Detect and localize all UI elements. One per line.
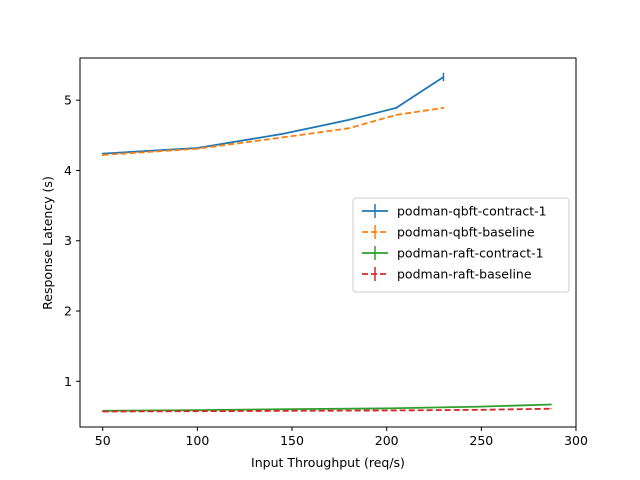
series-line xyxy=(102,76,444,155)
series-layer xyxy=(101,72,553,413)
x-tick-label: 50 xyxy=(95,433,111,448)
axes-layer: 50 100 150 200 250 300 1 2 3 4 5 xyxy=(64,57,588,448)
series-1 xyxy=(101,107,445,156)
x-tick-label: 300 xyxy=(564,433,588,448)
legend-label: podman-raft-contract-1 xyxy=(397,246,544,261)
series-line xyxy=(102,403,552,412)
series-line xyxy=(102,407,552,413)
y-tick-label: 4 xyxy=(64,163,72,178)
legend-label: podman-qbft-baseline xyxy=(397,225,535,240)
y-tick-label: 5 xyxy=(64,93,72,108)
legend-item: podman-raft-contract-1 xyxy=(362,246,544,261)
legend-label: podman-qbft-contract-1 xyxy=(397,204,547,219)
axes-frame xyxy=(79,57,577,428)
legend-item: podman-qbft-contract-1 xyxy=(362,204,547,219)
x-tick-label: 250 xyxy=(469,433,493,448)
y-tick-label: 2 xyxy=(64,304,72,319)
series-3 xyxy=(101,407,553,413)
legend: podman-qbft-contract-1 podman-qbft-baseli… xyxy=(352,197,570,293)
legend-box xyxy=(352,197,570,293)
y-tick-label: 1 xyxy=(64,374,72,389)
y-axis-label: Response Latency (s) xyxy=(40,176,55,310)
x-axis-label: Input Throughput (req/s) xyxy=(251,455,405,470)
x-tick-label: 200 xyxy=(375,433,399,448)
legend-item: podman-raft-baseline xyxy=(362,267,532,282)
x-tick-label: 100 xyxy=(185,433,209,448)
x-tick-label: 150 xyxy=(280,433,304,448)
legend-item: podman-qbft-baseline xyxy=(362,225,535,240)
legend-label: podman-raft-baseline xyxy=(397,267,532,282)
y-tick-label: 3 xyxy=(64,233,72,248)
